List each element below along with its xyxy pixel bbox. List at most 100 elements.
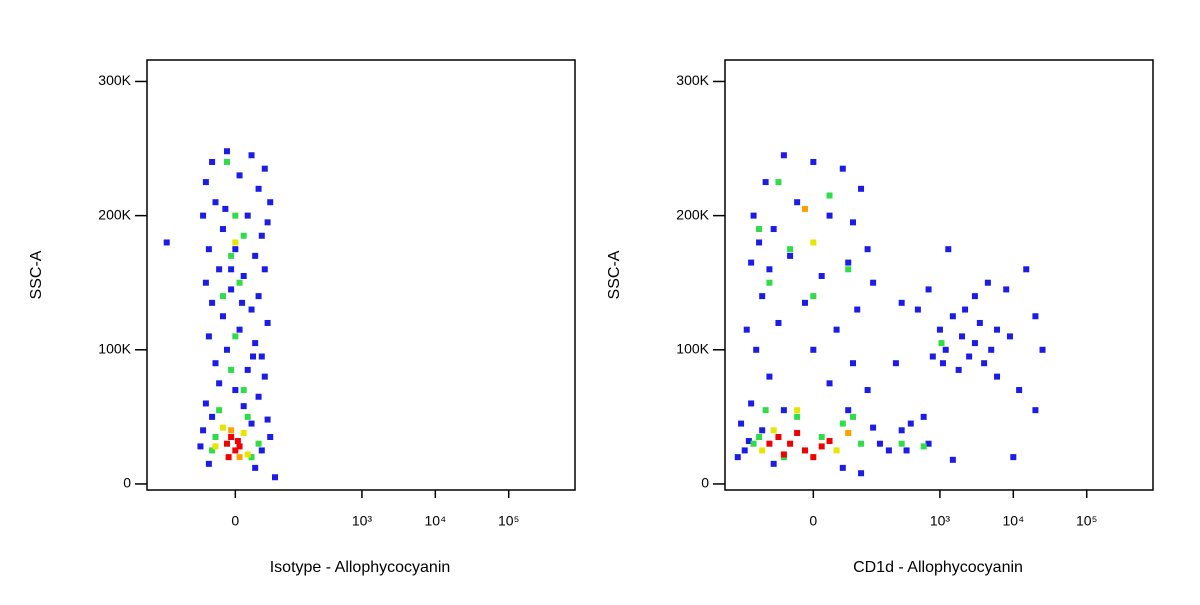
dot: [833, 447, 840, 454]
dot: [240, 232, 247, 239]
dot: [787, 246, 794, 253]
y-axis-label: SSC-A: [606, 250, 623, 299]
dot: [255, 293, 262, 300]
dot: [267, 434, 274, 441]
dot: [244, 451, 251, 458]
dot: [775, 434, 782, 441]
dot: [239, 299, 246, 306]
dot: [228, 286, 235, 293]
dot: [942, 346, 949, 353]
dot: [759, 293, 766, 300]
dot: [925, 440, 932, 447]
dot: [219, 424, 226, 431]
x-tick-label: 0: [231, 513, 239, 529]
dot: [264, 219, 271, 226]
dot: [202, 400, 209, 407]
dot: [892, 360, 899, 367]
dot: [202, 279, 209, 286]
x-tick-label: 10³: [930, 513, 951, 529]
dot: [1003, 286, 1010, 293]
dot: [222, 205, 229, 212]
dot: [920, 443, 927, 450]
dot: [212, 443, 219, 450]
dot: [202, 179, 209, 186]
dot: [759, 427, 766, 434]
dot: [252, 340, 259, 347]
dot: [216, 380, 223, 387]
dot: [858, 470, 865, 477]
dot: [854, 306, 861, 313]
dot: [216, 266, 223, 273]
dot: [261, 165, 268, 172]
x-axis-label: CD1d - Allophycocyanin: [853, 559, 1023, 576]
dot: [936, 326, 943, 333]
dot: [845, 259, 852, 266]
dot: [223, 148, 230, 155]
dot: [248, 152, 255, 159]
dot: [223, 158, 230, 165]
dot: [261, 373, 268, 380]
dot: [794, 407, 801, 414]
dot: [232, 239, 239, 246]
dot: [885, 447, 892, 454]
dot: [741, 447, 748, 454]
dot: [240, 387, 247, 394]
dot: [833, 326, 840, 333]
dot: [839, 464, 846, 471]
dot: [197, 443, 204, 450]
dot: [870, 424, 877, 431]
dot: [236, 454, 243, 461]
dot: [818, 434, 825, 441]
dot: [925, 286, 932, 293]
dot: [898, 299, 905, 306]
dot: [810, 454, 817, 461]
x-tick-label: 10⁵: [498, 513, 519, 529]
dot: [264, 416, 271, 423]
dot: [743, 326, 750, 333]
dot: [756, 226, 763, 233]
dot: [261, 266, 268, 273]
dot: [914, 306, 921, 313]
dot: [219, 226, 226, 233]
dot: [810, 293, 817, 300]
dot: [864, 387, 871, 394]
x-tick-label: 10⁴: [1003, 513, 1025, 529]
dot: [801, 205, 808, 212]
dot: [966, 353, 973, 360]
dot: [810, 239, 817, 246]
dot: [200, 212, 207, 219]
plot-frame: [724, 59, 1154, 491]
dot: [248, 420, 255, 427]
dot: [794, 199, 801, 206]
dot: [839, 165, 846, 172]
dot: [223, 346, 230, 353]
dot: [1023, 266, 1030, 273]
dot: [250, 353, 257, 360]
dot: [1006, 333, 1013, 340]
dot: [787, 440, 794, 447]
dot: [994, 373, 1001, 380]
dot: [252, 252, 259, 259]
dot: [949, 456, 956, 463]
dot: [244, 366, 251, 373]
dot: [971, 340, 978, 347]
dot: [244, 413, 251, 420]
dot: [870, 279, 877, 286]
dot: [794, 429, 801, 436]
y-tick-label: 300K: [98, 72, 131, 88]
dot: [258, 232, 265, 239]
y-tick-label: 200K: [98, 206, 131, 222]
dot: [236, 443, 243, 450]
dot: [209, 299, 216, 306]
dot: [1016, 387, 1023, 394]
x-tick-label: 10⁵: [1076, 513, 1097, 529]
dot: [818, 273, 825, 280]
dot: [756, 434, 763, 441]
dot: [200, 427, 207, 434]
dot: [988, 346, 995, 353]
dot: [810, 158, 817, 165]
dot: [898, 440, 905, 447]
dot: [205, 460, 212, 467]
dot: [753, 346, 760, 353]
dot: [1032, 313, 1039, 320]
